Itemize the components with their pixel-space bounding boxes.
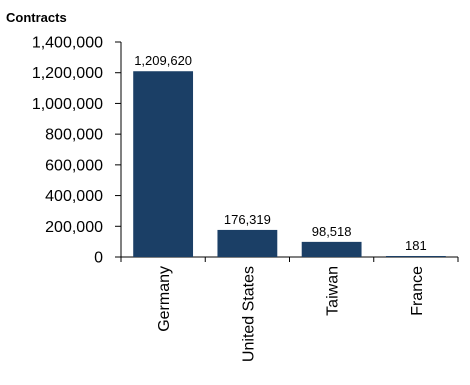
data-label: 181 [405, 238, 427, 253]
data-label: 176,319 [224, 212, 271, 227]
y-tick-label: 400,000 [45, 188, 103, 205]
x-ticks: Germany United States Taiwan France [120, 257, 459, 362]
bars [133, 71, 446, 257]
y-tick-label: 0 [94, 250, 103, 267]
y-tick-label: 1,200,000 [32, 65, 103, 82]
bar [385, 256, 446, 257]
bar [217, 229, 278, 257]
bar [133, 71, 194, 257]
y-tick-label: 200,000 [45, 219, 103, 236]
x-tick-label: France [409, 266, 426, 316]
data-label: 1,209,620 [134, 53, 192, 68]
x-tick-label: United States [240, 266, 257, 362]
y-tick-label: 600,000 [45, 157, 103, 174]
data-labels: 1,209,620 176,319 98,518 181 [134, 53, 427, 253]
bar [301, 241, 362, 257]
y-tick-label: 800,000 [45, 127, 103, 144]
x-tick-label: Germany [156, 266, 173, 332]
data-label: 98,518 [312, 224, 352, 239]
y-ticks: 0 200,000 400,000 600,000 800,000 1,000,000 1,… [32, 35, 121, 267]
y-tick-label: 1,000,000 [32, 96, 103, 113]
y-axis-title: Contracts [6, 10, 67, 25]
x-tick-label: Taiwan [325, 266, 342, 316]
y-tick-label: 1,400,000 [32, 35, 103, 52]
